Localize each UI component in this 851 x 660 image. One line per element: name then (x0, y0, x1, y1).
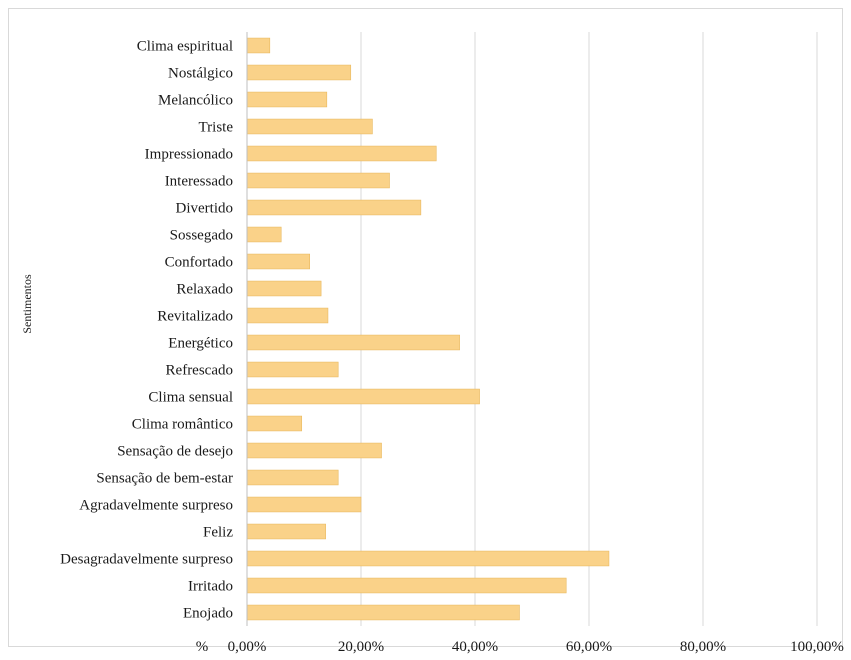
bar (246, 577, 567, 594)
category-label: Energético (168, 336, 233, 352)
x-tick-label: 80,00% (680, 639, 726, 655)
category-label: Agradavelmente surpreso (79, 498, 233, 514)
category-label: Divertido (176, 201, 234, 217)
bar (246, 280, 322, 297)
category-label: Relaxado (176, 282, 233, 298)
x-tick-label: 60,00% (566, 639, 612, 655)
bar (246, 442, 382, 459)
category-label: Triste (199, 120, 234, 136)
bar (246, 334, 460, 351)
category-labels: Clima espiritual Nostálgico Melancólico Tri… (60, 39, 233, 622)
x-axis-title: % (196, 639, 209, 655)
bars (246, 37, 610, 621)
bar (246, 253, 311, 270)
category-label: Feliz (203, 525, 233, 541)
bar (246, 226, 282, 243)
bar (246, 37, 271, 54)
category-label: Revitalizado (157, 309, 233, 325)
bar (246, 523, 326, 540)
category-label: Irritado (188, 579, 233, 595)
chart-frame (8, 8, 843, 647)
bar (246, 91, 328, 108)
category-label: Confortado (165, 255, 233, 271)
bar (246, 172, 390, 189)
category-label: Clima romântico (132, 417, 233, 433)
gridlines (360, 32, 818, 626)
x-tick-label: 20,00% (338, 639, 384, 655)
bar (246, 496, 362, 513)
bar (246, 64, 352, 81)
bar (246, 469, 339, 486)
category-label: Impressionado (145, 147, 233, 163)
x-tick-label: 0,00% (228, 639, 267, 655)
bar (246, 145, 437, 162)
x-tick-label: 40,00% (452, 639, 498, 655)
category-label: Sossegado (170, 228, 233, 244)
category-label: Refrescado (166, 363, 233, 379)
x-tick-label: 100,00% (790, 639, 844, 655)
category-label: Clima espiritual (137, 39, 233, 55)
category-label: Enojado (183, 606, 233, 622)
x-tick-labels: 0,00% 20,00% 40,00% 60,00% 80,00% 100,00% (228, 639, 844, 655)
bar (246, 388, 480, 405)
category-label: Interessado (165, 174, 233, 190)
bar (246, 199, 422, 216)
category-label: Nostálgico (168, 66, 233, 82)
category-label: Sensação de desejo (117, 444, 233, 460)
bar (246, 307, 329, 324)
bar (246, 361, 339, 378)
category-label: Melancólico (158, 93, 233, 109)
bar (246, 550, 610, 567)
category-label: Sensação de bem-estar (96, 471, 233, 487)
bar (246, 604, 520, 621)
y-axis-title: Sentimentos (20, 274, 34, 334)
bar (246, 118, 373, 135)
bar (246, 415, 303, 432)
category-label: Desagradavelmente surpreso (60, 552, 233, 568)
category-label: Clima sensual (148, 390, 233, 406)
